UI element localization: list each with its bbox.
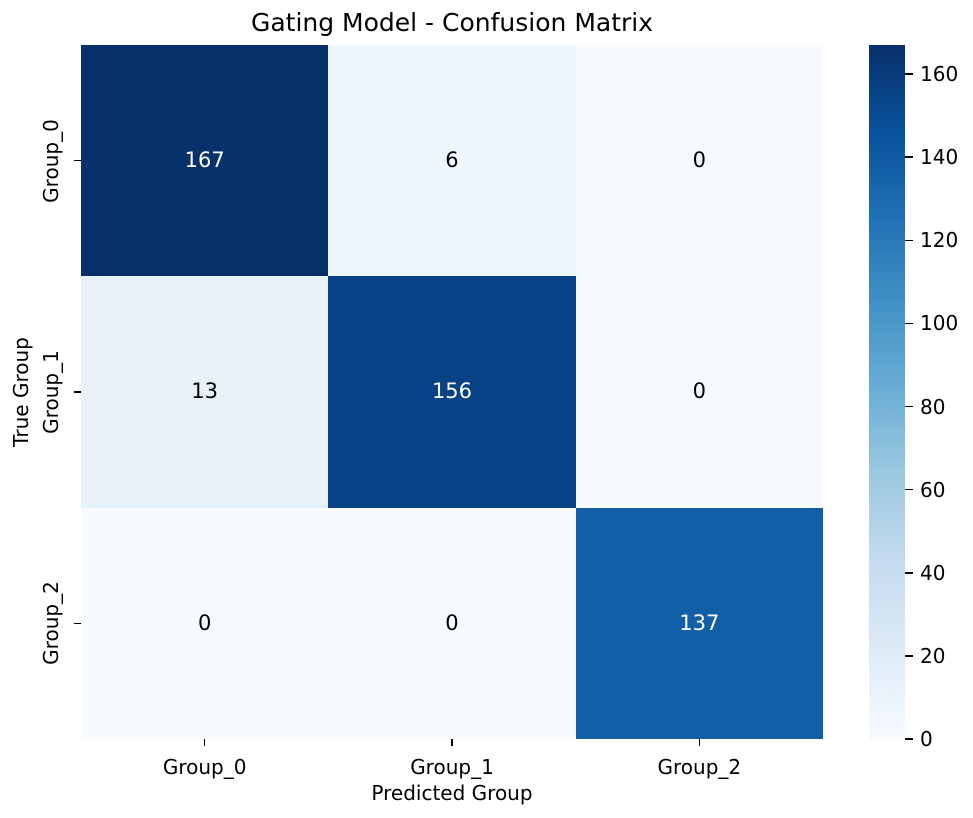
heatmap-cell-Group_1-Group_1: 156 — [328, 276, 576, 508]
cell-value: 0 — [197, 610, 212, 635]
chart-title: Gating Model - Confusion Matrix — [250, 8, 654, 37]
colorbar — [869, 45, 905, 739]
y-axis-label: True Group — [9, 337, 33, 447]
colorbar-tick-mark — [905, 239, 913, 242]
colorbar-tick-label: 0 — [920, 727, 933, 751]
cell-value: 6 — [445, 148, 459, 173]
x-tick-label: Group_1 — [410, 755, 494, 779]
y-tick-mark — [74, 622, 81, 625]
heatmap-cell-Group_1-Group_0: 13 — [81, 276, 329, 508]
cell-value: 156 — [431, 379, 473, 404]
heatmap-cell-Group_0-Group_0: 167 — [81, 45, 329, 277]
cell-value: 13 — [191, 379, 219, 404]
colorbar-tick-mark — [905, 322, 913, 325]
heatmap-grid: 167 6 0 13 156 0 0 0 137 — [81, 45, 823, 739]
colorbar-tick-label: 120 — [920, 228, 959, 253]
colorbar-tick-label: 80 — [920, 394, 946, 419]
y-tick-mark — [74, 159, 81, 162]
colorbar-tick-mark — [905, 488, 913, 491]
heatmap-cell-Group_2-Group_0: 0 — [81, 507, 329, 739]
cell-value: 137 — [679, 610, 720, 635]
colorbar-tick-label: 40 — [920, 560, 946, 585]
colorbar-tick-label: 100 — [920, 311, 959, 336]
x-tick-label: Group_2 — [657, 755, 742, 779]
x-tick-mark — [203, 739, 206, 746]
y-tick-label: Group_2 — [39, 581, 63, 666]
x-axis-label: Predicted Group — [371, 781, 533, 805]
y-tick-label: Group_1 — [39, 350, 63, 434]
cell-value: 0 — [445, 610, 459, 635]
colorbar-tick-label: 20 — [920, 643, 946, 668]
colorbar-tick-mark — [905, 655, 913, 657]
colorbar-tick-label: 160 — [920, 62, 959, 87]
cell-value: 0 — [692, 148, 706, 173]
colorbar-tick-mark — [905, 73, 913, 75]
colorbar-tick-mark — [905, 572, 913, 574]
heatmap-cell-Group_2-Group_2: 137 — [575, 507, 823, 739]
heatmap-cell-Group_2-Group_1: 0 — [328, 507, 576, 739]
colorbar-tick-mark — [905, 156, 913, 158]
cell-value: 0 — [692, 379, 706, 404]
cell-value: 167 — [184, 148, 225, 173]
x-tick-label: Group_0 — [162, 755, 247, 779]
y-tick-label: Group_0 — [39, 118, 63, 203]
heatmap-cell-Group_0-Group_1: 6 — [328, 45, 576, 277]
colorbar-tick-label: 60 — [920, 477, 946, 502]
colorbar-tick-label: 140 — [920, 145, 959, 170]
colorbar-tick-mark — [905, 405, 913, 408]
heatmap-cell-Group_1-Group_2: 0 — [575, 276, 823, 508]
y-tick-mark — [74, 391, 81, 393]
x-tick-mark — [451, 739, 453, 746]
x-tick-mark — [698, 739, 701, 746]
colorbar-tick-mark — [905, 738, 913, 740]
heatmap-cell-Group_0-Group_2: 0 — [575, 45, 823, 277]
